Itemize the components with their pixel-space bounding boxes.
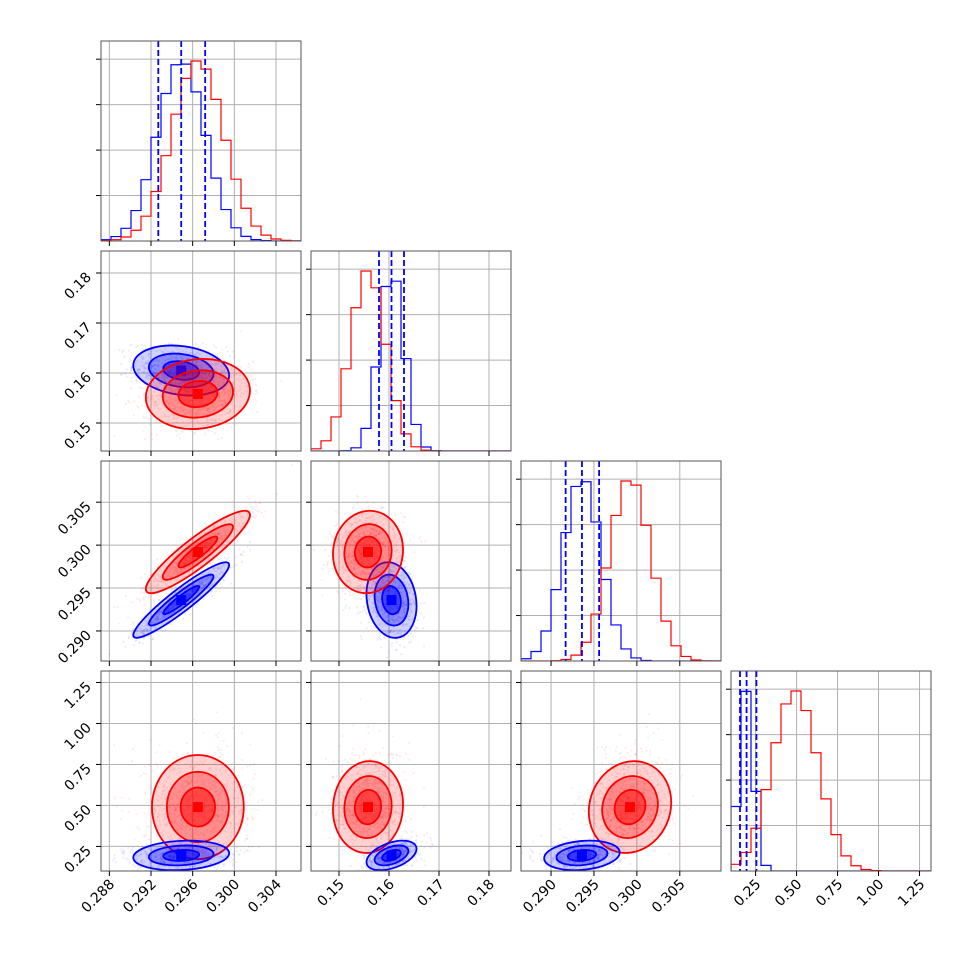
density-peak-blue — [576, 850, 587, 861]
panel-frame — [100, 40, 302, 242]
y-tick-label: 0.75 — [61, 761, 94, 794]
panel-frame — [520, 460, 722, 662]
pair-panel-3-2 — [520, 670, 722, 872]
y-tick-label: 0.17 — [61, 320, 94, 353]
x-tick-label: 1.25 — [895, 877, 928, 910]
density-peak-blue — [176, 365, 187, 376]
x-tick-label: 0.288 — [78, 877, 118, 917]
x-tick-label: 0.18 — [464, 877, 497, 910]
pair-content — [101, 461, 301, 661]
hist-grid-3 — [731, 671, 931, 871]
x-tick-label: 1.00 — [854, 877, 887, 910]
y-tick-label: 0.295 — [55, 585, 95, 625]
density-peak-red — [192, 802, 203, 813]
y-tick-label: 1.00 — [61, 720, 94, 753]
x-tick-label: 0.50 — [772, 877, 805, 910]
x-tick-label: 0.25 — [731, 877, 764, 910]
hist-grid-2 — [521, 461, 721, 661]
y-tick-label: 0.25 — [61, 843, 94, 876]
y-tick-label: 0.16 — [61, 369, 94, 402]
density-peak-red — [363, 546, 373, 557]
pair-panel-3-1 — [310, 670, 512, 872]
histogram-blue — [101, 63, 301, 241]
density-peak-blue — [386, 595, 397, 606]
panel-frame — [100, 670, 302, 872]
y-tick-label: 0.300 — [55, 542, 95, 582]
panel-frame — [730, 670, 932, 872]
pair-panel-2-1 — [310, 460, 512, 662]
pair-content — [311, 671, 511, 871]
pair-content — [101, 251, 301, 451]
panel-frame — [520, 670, 722, 872]
pair-panel-3-0 — [100, 670, 302, 872]
pair-panel-1-0 — [100, 250, 302, 452]
hist-panel-0 — [96, 40, 302, 242]
pair-content — [101, 671, 301, 871]
y-tick-label: 0.15 — [61, 420, 94, 453]
x-tick-label: 0.304 — [245, 876, 285, 916]
x-tick-label: 0.290 — [520, 877, 560, 917]
histogram-red — [101, 60, 301, 241]
density-peak-red — [625, 802, 636, 813]
pair-content — [521, 671, 721, 871]
density-peak-blue — [176, 850, 187, 861]
panel-frame — [310, 250, 512, 452]
panel-frame — [100, 250, 302, 452]
hist-steps-0 — [101, 60, 301, 241]
y-tick-label: 0.305 — [55, 499, 95, 539]
hist-grid-0 — [101, 41, 301, 241]
hist-panel-3 — [726, 670, 932, 872]
x-tick-label: 0.295 — [563, 877, 603, 917]
hist-steps-3 — [731, 690, 931, 871]
y-tick-label: 0.50 — [61, 802, 94, 835]
histogram-blue — [311, 280, 511, 451]
y-tick-label: 0.18 — [61, 270, 94, 303]
pair-content — [311, 461, 511, 661]
hist-panel-2 — [516, 460, 722, 662]
panel-frame — [100, 460, 302, 662]
density-peak-red — [192, 546, 203, 557]
density-peak-blue — [176, 595, 187, 606]
panel-frame — [310, 670, 512, 872]
x-tick-label: 0.75 — [813, 877, 846, 910]
density-peak-blue — [386, 850, 397, 861]
hist-panel-1 — [306, 250, 512, 452]
x-tick-label: 0.300 — [203, 877, 243, 917]
x-tick-label: 0.292 — [120, 877, 160, 917]
x-tick-label: 0.15 — [314, 877, 347, 910]
x-tick-label: 0.296 — [162, 876, 202, 916]
panel-frame — [310, 460, 512, 662]
y-tick-label: 1.25 — [61, 679, 94, 712]
x-tick-label: 0.16 — [364, 876, 397, 909]
y-tick-label: 0.290 — [55, 627, 95, 667]
x-tick-label: 0.305 — [649, 877, 689, 917]
histogram-blue — [731, 690, 931, 871]
density-peak-red — [192, 389, 203, 399]
x-tick-label: 0.17 — [414, 877, 447, 910]
density-peak-red — [363, 802, 373, 813]
x-tick-label: 0.300 — [606, 877, 646, 917]
hist-steps-1 — [311, 270, 511, 451]
pair-panel-2-0 — [100, 460, 302, 662]
